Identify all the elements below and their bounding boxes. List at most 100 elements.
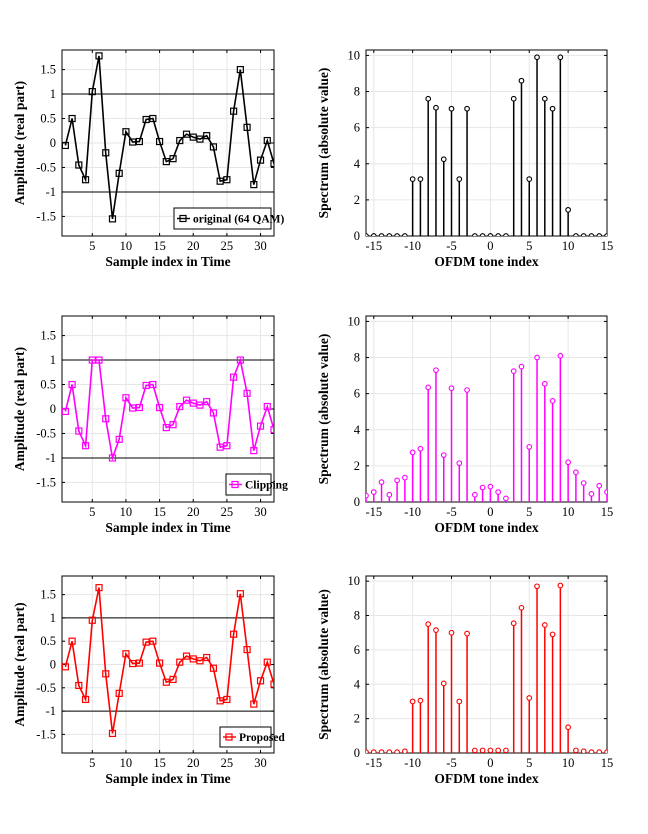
data-point-marker — [189, 133, 197, 141]
stem-marker — [565, 206, 571, 213]
data-point-marker — [68, 380, 76, 389]
y-tick-label: 6 — [354, 121, 360, 135]
data-point-marker — [169, 155, 177, 163]
data-point-marker — [122, 394, 130, 402]
stem-marker — [596, 749, 603, 753]
data-point-marker — [129, 138, 137, 146]
data-point-marker — [196, 135, 204, 143]
legend: original (64 QAM) — [173, 207, 285, 230]
data-point-marker — [81, 176, 90, 184]
data-point-marker — [256, 422, 265, 430]
x-tick-label: 10 — [562, 505, 575, 519]
y-tick-label: 1.5 — [40, 63, 56, 77]
y-tick-label: 0 — [50, 402, 56, 416]
x-tick-label: 5 — [89, 239, 95, 253]
data-point-marker — [102, 670, 110, 678]
x-tick-label: 20 — [187, 505, 200, 519]
data-point-marker — [88, 616, 96, 624]
x-tick-label: 10 — [562, 756, 575, 770]
data-point-marker — [243, 389, 251, 397]
stem-marker — [409, 698, 416, 705]
stem-marker — [503, 747, 509, 753]
stem-marker — [573, 747, 579, 753]
legend: Proposed — [219, 726, 285, 748]
stem-marker — [479, 484, 486, 491]
stem-marker — [487, 233, 494, 236]
x-tick-label: 25 — [221, 239, 234, 253]
x-tick-label: 15 — [153, 756, 166, 770]
stem-marker — [487, 483, 494, 490]
x-tick-label: 5 — [89, 756, 95, 770]
x-tick-label: 15 — [601, 756, 614, 770]
data-point-marker — [149, 637, 157, 645]
stem-marker — [573, 469, 579, 476]
x-tick-label: -5 — [446, 756, 456, 770]
data-point-marker — [129, 659, 137, 668]
stem-marker — [409, 176, 416, 182]
y-tick-label: 1 — [50, 353, 56, 367]
data-point-marker — [270, 680, 274, 688]
stem-marker — [541, 622, 548, 628]
stem-marker — [596, 482, 603, 489]
data-point-marker — [108, 454, 117, 462]
y-tick-label: -0.5 — [36, 426, 56, 440]
y-tick-label: 0 — [50, 136, 56, 150]
stem-marker — [456, 176, 463, 182]
y-tick-label: -1 — [46, 704, 56, 718]
data-point-marker — [149, 380, 157, 389]
chart-panel-time-proposed: 5 10 15 20 25 30 -1.5 -1 -0.5 0 0.5 1 1.5 Sample inde… — [12, 575, 285, 786]
x-axis-label: OFDM tone index — [434, 254, 538, 269]
data-point-marker — [155, 659, 164, 667]
stem-marker — [557, 582, 564, 589]
y-tick-label: 1.5 — [40, 329, 56, 343]
stem-marker — [402, 233, 408, 236]
data-point-marker — [95, 584, 103, 592]
x-axis-label: Sample index in Time — [105, 520, 230, 535]
data-point-marker — [230, 373, 238, 381]
data-point-marker — [209, 409, 218, 417]
x-tick-label: 15 — [153, 239, 166, 253]
stem-marker — [370, 489, 377, 495]
data-point-marker — [243, 123, 251, 131]
stem-marker — [495, 489, 502, 495]
data-point-marker — [142, 381, 150, 390]
data-point-marker — [122, 650, 130, 658]
stem-marker — [479, 233, 486, 236]
x-tick-label: 0 — [487, 239, 493, 253]
y-tick-label: -1 — [46, 451, 56, 465]
stem-marker — [409, 449, 416, 456]
x-tick-label: 10 — [120, 756, 133, 770]
stem-marker — [534, 54, 540, 61]
y-tick-label: 8 — [354, 85, 360, 99]
stem-marker — [596, 233, 603, 236]
data-point-marker — [203, 653, 211, 662]
y-tick-label: -1 — [46, 185, 56, 199]
stem-marker — [565, 724, 571, 731]
y-tick-label: 4 — [354, 423, 361, 437]
x-tick-label: -15 — [365, 505, 382, 519]
stem-marker — [557, 352, 564, 359]
y-tick-label: 2 — [354, 459, 360, 473]
x-tick-label: 25 — [221, 756, 234, 770]
x-tick-label: -15 — [365, 756, 382, 770]
stem-marker — [495, 233, 502, 236]
stem-marker — [386, 749, 393, 753]
data-point-marker — [203, 398, 211, 406]
stem-marker — [471, 747, 478, 753]
y-axis-label: Spectrum (absolute value) — [316, 334, 331, 485]
data-point-marker — [115, 435, 123, 443]
data-point-marker — [236, 590, 244, 598]
data-point-marker — [88, 356, 96, 364]
legend-box — [219, 726, 272, 748]
data-point-marker — [270, 425, 274, 434]
data-point-marker — [162, 424, 170, 432]
x-tick-label: 10 — [120, 505, 133, 519]
x-tick-label: 20 — [187, 239, 200, 253]
x-tick-label: 25 — [221, 505, 234, 519]
y-axis-label: Amplitude (real part) — [12, 347, 27, 471]
stem-marker — [464, 387, 470, 393]
chart-panel-spec-clipping: -15 -10 -5 0 5 10 15 0 2 4 6 8 10 OFDM tone index Spec… — [316, 314, 613, 535]
x-tick-label: 10 — [120, 239, 133, 253]
stem-marker — [588, 233, 595, 236]
y-tick-label: 1 — [50, 611, 56, 625]
